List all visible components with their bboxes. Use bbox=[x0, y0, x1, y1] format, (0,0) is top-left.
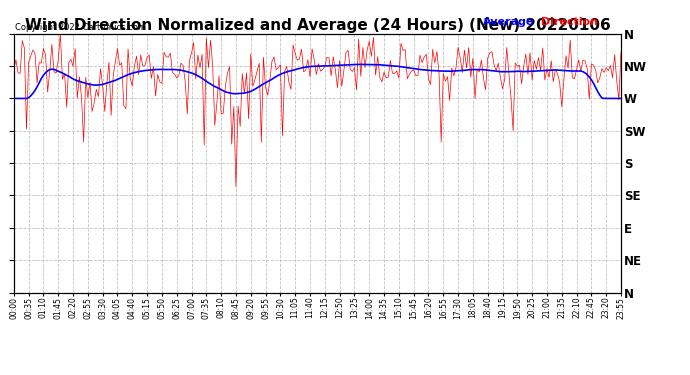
Text: Direction: Direction bbox=[537, 17, 598, 27]
Text: Average: Average bbox=[483, 17, 534, 27]
Title: Wind Direction Normalized and Average (24 Hours) (New) 20220106: Wind Direction Normalized and Average (2… bbox=[25, 18, 610, 33]
Text: Copyright 2022 Cartronics.com: Copyright 2022 Cartronics.com bbox=[15, 23, 146, 32]
